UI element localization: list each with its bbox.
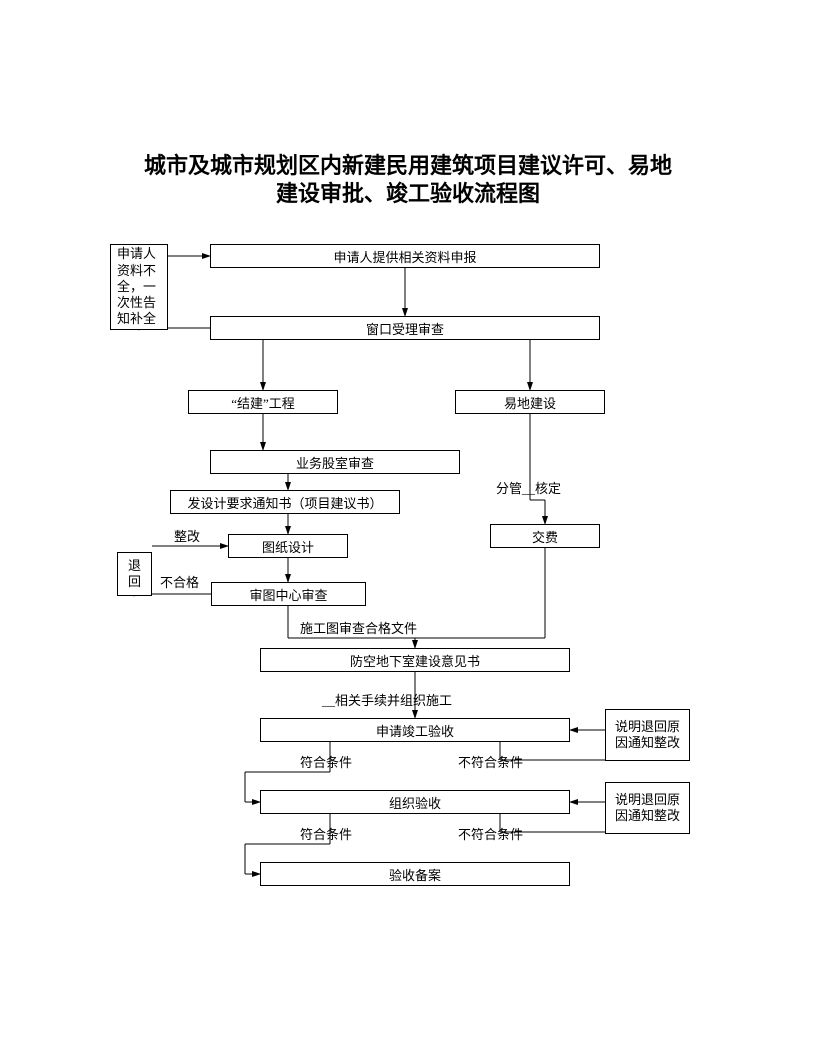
node-organize-acceptance: 组织验收 [260,790,570,814]
node-record: 验收备案 [260,862,570,886]
node-return-notice-2: 说明退回原因通知整改 [605,782,690,834]
label-xianguan: __相关手续并组织施工 [322,690,452,709]
node-return-notice-1: 说明退回原因通知整改 [605,709,690,761]
node-notice-incomplete: 申请人资料不全，一次性告知补全 [110,244,168,330]
node-jiejian: “结建”工程 [188,390,338,414]
node-apply: 申请人提供相关资料申报 [210,244,600,268]
label-fenguan: 分管__核定 [496,478,561,497]
node-window-review: 窗口受理审查 [210,316,600,340]
label-fuhe-1: 符合条件 [300,752,352,771]
node-yidi: 易地建设 [455,390,605,414]
label-zhenggai: 整改 [174,526,200,545]
label-buhege: 不合格 [160,572,199,591]
node-yewu-review: 业务股室审查 [210,450,460,474]
label-shigongtuhege: 施工图审查合格文件 [300,618,417,637]
node-basement-opinion: 防空地下室建设意见书 [260,648,570,672]
node-drawing-review: 审图中心审查 [211,582,366,606]
label-bufuhe-2: 不符合条件 [458,824,523,843]
flow-edges [0,0,816,1056]
node-drawing-design: 图纸设计 [228,534,348,558]
page: 城市及城市规划区内新建民用建筑项目建议许可、易地 建设审批、竣工验收流程图 [0,0,816,1056]
label-fuhe-2: 符合条件 [300,824,352,843]
node-design-notice: 发设计要求通知书（项目建议书） [170,490,400,514]
label-bufuhe-1: 不符合条件 [458,752,523,771]
node-reject: 退回 [117,552,152,596]
node-apply-acceptance: 申请竣工验收 [260,718,570,742]
node-pay-fee: 交费 [490,524,600,548]
